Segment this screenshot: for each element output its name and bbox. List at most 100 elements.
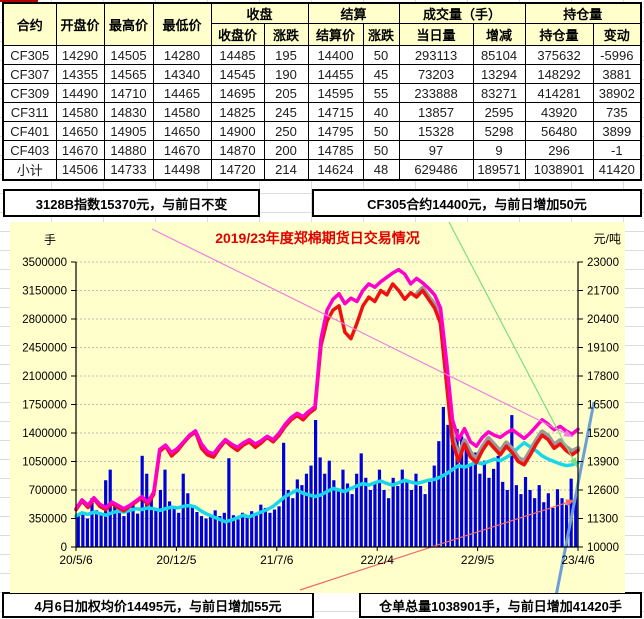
svg-text:15200: 15200 [587,428,619,440]
table-cell[interactable]: CF309 [2,83,57,103]
table-header: 合约 开盘价 最高价 最低价 收盘 结算 成交量（手） 持仓量 收盘价 涨跌 结算价 涨跌 当日量 增减持… [2,2,642,46]
table-cell[interactable]: 15328 [398,121,474,141]
table-cell[interactable]: 14280 [152,45,212,65]
table-cell[interactable]: 14465 [152,83,212,103]
table-cell[interactable]: 14505 [103,45,154,65]
table-cell[interactable]: 629486 [398,159,474,181]
table-cell[interactable]: 13294 [472,64,526,84]
table-cell[interactable]: 14565 [103,64,154,84]
table-cell[interactable]: 14580 [55,102,105,122]
table-cell[interactable]: 14720 [210,159,265,181]
table-cell[interactable]: 14870 [210,140,265,160]
table-cell[interactable]: 14880 [103,140,154,160]
table-cell[interactable]: 14580 [152,102,212,122]
price-volume-chart: 2019/23年度郑棉期货日交易情况 手 元/吨 0 10000 350000 113… [10,222,625,593]
table-cell[interactable]: 14715 [307,102,364,122]
svg-text:19100: 19100 [587,343,619,355]
table-cell[interactable]: 14733 [103,159,154,181]
table-cell[interactable]: 14650 [152,121,212,141]
table-cell[interactable]: 14595 [307,83,364,103]
table-row: CF311 14580 14830 14580 14825 245 14715 40 13857… [2,102,642,122]
table-cell[interactable]: 14290 [55,45,105,65]
table-cell[interactable]: 50 [362,140,400,160]
table-cell[interactable]: 14830 [103,102,154,122]
table-cell[interactable]: 14506 [55,159,105,181]
table-cell[interactable]: 14340 [152,64,212,84]
table-cell[interactable]: 14795 [307,121,364,141]
table-cell[interactable]: 14695 [210,83,265,103]
table-cell[interactable]: 14400 [307,45,364,65]
table-cell[interactable]: 40 [362,102,400,122]
svg-text:21/7/6: 21/7/6 [260,553,294,567]
svg-text:17800: 17800 [587,371,619,383]
table-cell[interactable]: 250 [263,121,309,141]
table-cell[interactable]: 97 [398,140,474,160]
table-cell[interactable]: CF307 [2,64,57,84]
table-cell[interactable]: 1038901 [524,159,594,181]
table-cell[interactable]: 50 [362,121,400,141]
table-cell[interactable]: 200 [263,140,309,160]
table-cell[interactable]: 14710 [103,83,154,103]
table-cell[interactable]: 2595 [472,102,526,122]
table-cell[interactable]: 38902 [592,83,642,103]
table-cell[interactable]: 296 [524,140,594,160]
table-cell[interactable]: -1 [592,140,642,160]
table-cell[interactable]: 245 [263,102,309,122]
table-cell[interactable]: 13857 [398,102,474,122]
table-cell[interactable]: 55 [362,83,400,103]
table-cell[interactable]: 14498 [152,159,212,181]
table-row: 小计 14506 14733 14498 14720 214 14624 48 629486 18… [2,159,642,181]
table-cell[interactable]: 214 [263,159,309,181]
table-cell[interactable]: 3899 [592,121,642,141]
table-cell[interactable]: 41420 [592,159,642,181]
group-header: 持仓量 [524,2,642,24]
svg-text:16500: 16500 [587,400,619,412]
chart-title: 2019/23年度郑棉期货日交易情况 [215,230,420,246]
table-cell[interactable]: 375632 [524,45,594,65]
table-cell[interactable]: CF401 [2,121,57,141]
table-cell[interactable]: 189571 [472,159,526,181]
svg-text:11300: 11300 [587,514,618,526]
table-cell[interactable]: 9 [472,140,526,160]
table-cell[interactable]: 14485 [210,45,265,65]
table-cell[interactable]: 190 [263,64,309,84]
table-cell[interactable]: 83271 [472,83,526,103]
table-cell[interactable]: 14670 [152,140,212,160]
table-cell[interactable]: 293113 [398,45,474,65]
table-cell[interactable]: 45 [362,64,400,84]
table-cell[interactable]: 14785 [307,140,364,160]
table-cell[interactable]: CF305 [2,45,57,65]
table-cell[interactable]: 148292 [524,64,594,84]
table-cell[interactable]: 48 [362,159,400,181]
table-cell[interactable]: 85104 [472,45,526,65]
table-cell[interactable]: 205 [263,83,309,103]
table-cell[interactable]: 14455 [307,64,364,84]
svg-text:700000: 700000 [29,485,67,497]
table-cell[interactable]: 233888 [398,83,474,103]
table-cell[interactable]: CF403 [2,140,57,160]
table-cell[interactable]: -5996 [592,45,642,65]
table-cell[interactable]: 14545 [210,64,265,84]
table-cell[interactable]: 414281 [524,83,594,103]
table-cell[interactable]: 56480 [524,121,594,141]
svg-text:2100000: 2100000 [22,371,67,383]
table-cell[interactable]: 14825 [210,102,265,122]
svg-text:22/2/4: 22/2/4 [361,553,395,567]
table-cell[interactable]: CF311 [2,102,57,122]
table-cell[interactable]: 14905 [103,121,154,141]
table-cell[interactable]: 735 [592,102,642,122]
table-cell[interactable]: 5298 [472,121,526,141]
table-cell[interactable]: 14670 [55,140,105,160]
table-cell[interactable]: 14490 [55,83,105,103]
table-cell[interactable]: 14624 [307,159,364,181]
column-header: 增减 [472,23,526,46]
table-cell[interactable]: 50 [362,45,400,65]
table-cell[interactable]: 73203 [398,64,474,84]
table-cell[interactable]: 14355 [55,64,105,84]
table-cell[interactable]: 14650 [55,121,105,141]
table-cell[interactable]: 195 [263,45,309,65]
table-cell[interactable]: 14900 [210,121,265,141]
table-cell[interactable]: 43920 [524,102,594,122]
table-cell[interactable]: 小计 [2,159,57,181]
table-cell[interactable]: 3881 [592,64,642,84]
